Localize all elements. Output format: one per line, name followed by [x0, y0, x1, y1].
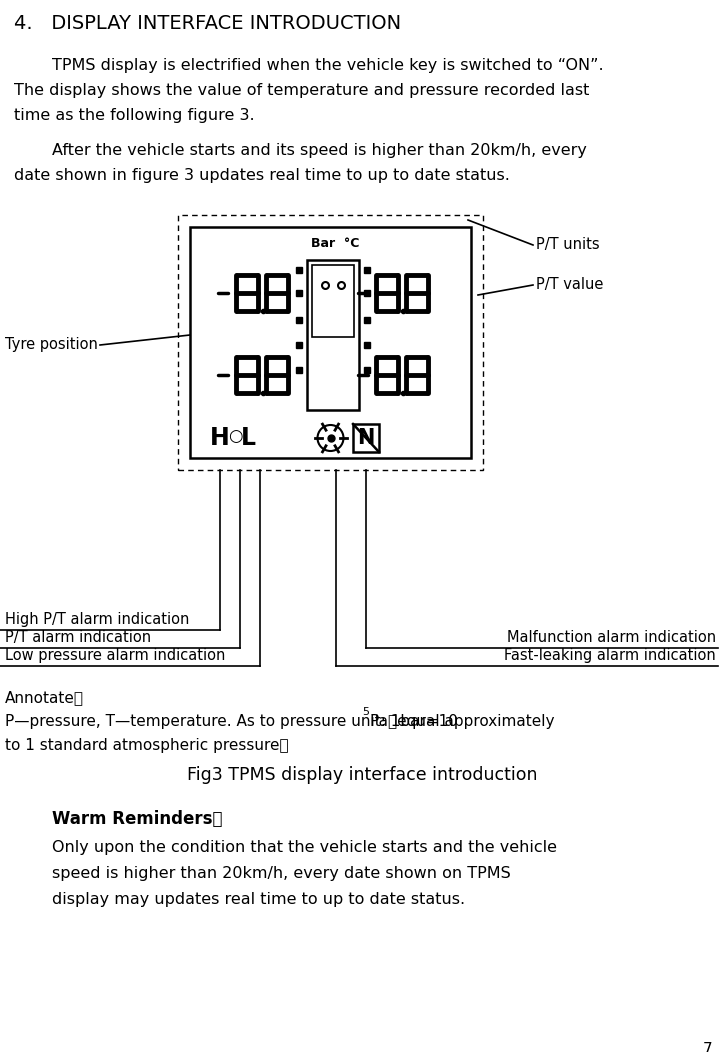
- Text: P—pressure, T—temperature. As to pressure unit: 1bar=10: P—pressure, T—temperature. As to pressur…: [5, 714, 458, 729]
- Text: display may updates real time to up to date status.: display may updates real time to up to d…: [52, 892, 465, 907]
- Bar: [178, 215, 483, 470]
- Text: 5: 5: [362, 707, 369, 717]
- Text: TPMS display is electrified when the vehicle key is switched to “ON”.: TPMS display is electrified when the veh…: [52, 58, 604, 73]
- Text: Fig3 TPMS display interface introduction: Fig3 TPMS display interface introduction: [187, 766, 537, 784]
- Text: The display shows the value of temperature and pressure recorded last: The display shows the value of temperatu…: [14, 83, 589, 98]
- Text: N: N: [357, 428, 375, 448]
- Bar: [190, 227, 471, 458]
- Text: Malfunction alarm indication: Malfunction alarm indication: [507, 630, 716, 645]
- Text: time as the following figure 3.: time as the following figure 3.: [14, 108, 254, 123]
- Bar: [312, 265, 354, 337]
- Text: 7: 7: [702, 1041, 712, 1052]
- Text: Fast-leaking alarm indication: Fast-leaking alarm indication: [504, 648, 716, 663]
- Text: After the vehicle starts and its speed is higher than 20km/h, every: After the vehicle starts and its speed i…: [52, 143, 587, 158]
- Text: High P/T alarm indication: High P/T alarm indication: [5, 612, 189, 627]
- Text: 4.   DISPLAY INTERFACE INTRODUCTION: 4. DISPLAY INTERFACE INTRODUCTION: [14, 14, 401, 33]
- Text: Warm Reminders：: Warm Reminders：: [52, 810, 223, 828]
- Text: Bar  °C: Bar °C: [312, 237, 359, 250]
- Text: P/T value: P/T value: [536, 278, 604, 292]
- Text: P/T units: P/T units: [536, 238, 599, 252]
- Text: P/T alarm indication: P/T alarm indication: [5, 630, 151, 645]
- Text: Tyre position: Tyre position: [5, 338, 98, 352]
- Bar: [353, 424, 379, 452]
- Text: Low pressure alarm indication: Low pressure alarm indication: [5, 648, 226, 663]
- Text: to 1 standard atmospheric pressure）: to 1 standard atmospheric pressure）: [5, 739, 288, 753]
- Text: ○: ○: [228, 427, 242, 445]
- Text: H: H: [210, 426, 230, 450]
- Text: Only upon the condition that the vehicle starts and the vehicle: Only upon the condition that the vehicle…: [52, 839, 557, 855]
- Text: speed is higher than 20km/h, every date shown on TPMS: speed is higher than 20km/h, every date …: [52, 866, 510, 881]
- Bar: [307, 260, 359, 410]
- Text: Pa（equal approximately: Pa（equal approximately: [369, 714, 554, 729]
- Text: Annotate：: Annotate：: [5, 690, 84, 705]
- Text: L: L: [241, 426, 255, 450]
- Text: date shown in figure 3 updates real time to up to date status.: date shown in figure 3 updates real time…: [14, 168, 510, 183]
